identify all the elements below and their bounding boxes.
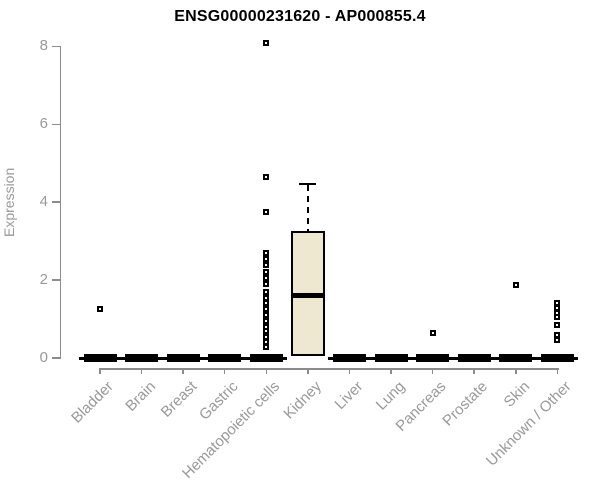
outlier-point [554, 331, 561, 338]
x-tick-label: Skin [500, 378, 533, 411]
x-axis-tick [431, 368, 434, 374]
x-axis-tick [556, 368, 559, 374]
collapsed-box [125, 354, 159, 362]
whisker-cap [299, 182, 317, 186]
outlier-point [263, 261, 270, 268]
x-axis-tick [390, 368, 392, 374]
chart-title: ENSG00000231620 - AP000855.4 [174, 8, 426, 25]
outlier-point [263, 281, 270, 287]
outlier-point [263, 173, 270, 180]
outlier-point [263, 255, 270, 262]
outlier-point [263, 333, 270, 340]
outlier-point [97, 306, 103, 313]
outlier-point [263, 269, 270, 276]
x-tick-label: Brain [121, 378, 159, 415]
x-tick-label: Lung [372, 378, 409, 414]
outlier-point [263, 294, 270, 301]
outlier-point [554, 321, 561, 328]
x-tick-label: Kidney [280, 378, 325, 423]
collapsed-box [499, 354, 533, 362]
outlier-point [263, 275, 270, 282]
collapsed-box [166, 354, 200, 362]
outlier-point [554, 337, 561, 344]
outlier-point [512, 282, 519, 289]
collapsed-box [416, 354, 450, 362]
x-tick-label: Bladder [68, 378, 118, 427]
outlier-point [263, 249, 270, 256]
x-tick-label: Liver [331, 378, 367, 414]
median-line [290, 293, 325, 299]
x-axis-tick [348, 368, 351, 374]
upper-whisker [306, 184, 309, 232]
outlier-point [263, 318, 270, 324]
collapsed-box [332, 354, 366, 362]
y-axis-tick [52, 45, 60, 48]
outlier-point [263, 306, 270, 313]
x-axis-tick [473, 368, 475, 374]
x-tick-label: Prostate [439, 378, 492, 430]
x-axis-tick [223, 368, 226, 374]
x-axis-line [99, 368, 559, 370]
collapsed-box [208, 354, 242, 362]
y-axis-tick [52, 279, 60, 281]
outlier-point [554, 314, 561, 321]
x-axis-tick [182, 368, 184, 374]
collapsed-box [83, 354, 117, 362]
outlier-point [263, 39, 270, 46]
x-axis-tick [307, 368, 309, 374]
y-tick-label: 4 [39, 193, 48, 211]
y-axis-tick [52, 357, 60, 359]
y-tick-label: 8 [39, 37, 48, 55]
y-tick-label: 6 [39, 115, 48, 133]
outlier-point [429, 329, 436, 336]
outlier-point [263, 208, 270, 215]
outlier-point [263, 288, 270, 295]
outlier-point [263, 312, 270, 319]
x-tick-label: Breast [157, 378, 201, 421]
outlier-point [263, 327, 270, 334]
y-tick-label: 2 [39, 271, 48, 289]
x-axis-tick [99, 368, 101, 374]
y-axis-line [59, 46, 61, 360]
collapsed-box [457, 354, 491, 362]
y-tick-label: 0 [39, 349, 48, 366]
collapsed-box [540, 354, 574, 362]
outlier-point [263, 344, 270, 351]
x-axis-tick [140, 368, 143, 374]
y-axis-tick [52, 123, 60, 126]
outlier-point [263, 300, 270, 307]
collapsed-box [249, 354, 283, 362]
x-axis-tick [515, 368, 517, 374]
x-axis-tick [265, 368, 268, 374]
collapsed-box [374, 354, 408, 362]
y-axis-tick [52, 201, 60, 203]
